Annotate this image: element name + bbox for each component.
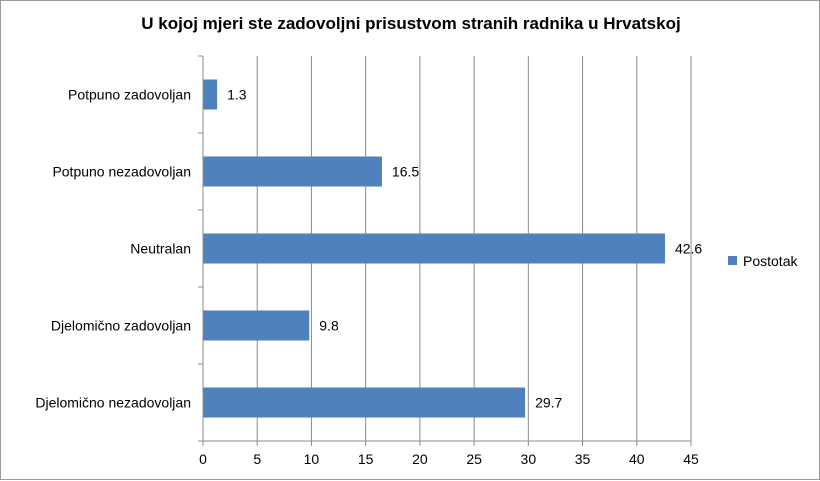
bar [203,156,382,187]
bar [203,79,218,110]
data-label: 16.5 [392,164,419,180]
x-tick-label: 15 [358,451,374,467]
x-tick-label: 20 [412,451,428,467]
x-tick-label: 0 [199,451,207,467]
legend: Postotak [728,253,798,269]
x-tick-label: 40 [629,451,645,467]
bar [203,310,310,341]
x-tick-label: 5 [253,451,261,467]
data-label: 42.6 [675,241,702,257]
data-label: 29.7 [535,395,562,411]
labels: 0 5 10 15 20 25 30 35 40 45 Potpuno zadovoljan 1.3 P… [35,87,702,468]
x-tick-label: 35 [575,451,591,467]
data-label: 1.3 [227,87,247,103]
category-label: Neutralan [130,241,191,257]
axes [198,55,692,446]
legend-series-label: Postotak [743,253,798,269]
bars [203,79,665,418]
x-tick-label: 25 [466,451,482,467]
category-label: Potpuno nezadovoljan [52,164,191,180]
category-label: Potpuno zadovoljan [68,87,191,103]
x-tick-label: 45 [683,451,699,467]
x-tick-label: 30 [521,451,537,467]
bar [203,387,526,418]
x-tick-label: 10 [304,451,320,467]
legend-swatch [728,256,737,265]
category-label: Djelomično nezadovoljan [35,395,191,411]
data-label: 9.8 [319,318,339,334]
category-label: Djelomično zadovoljan [51,318,191,334]
chart-title: U kojoj mjeri ste zadovoljni prisustvom … [141,14,680,33]
bar [203,233,665,264]
